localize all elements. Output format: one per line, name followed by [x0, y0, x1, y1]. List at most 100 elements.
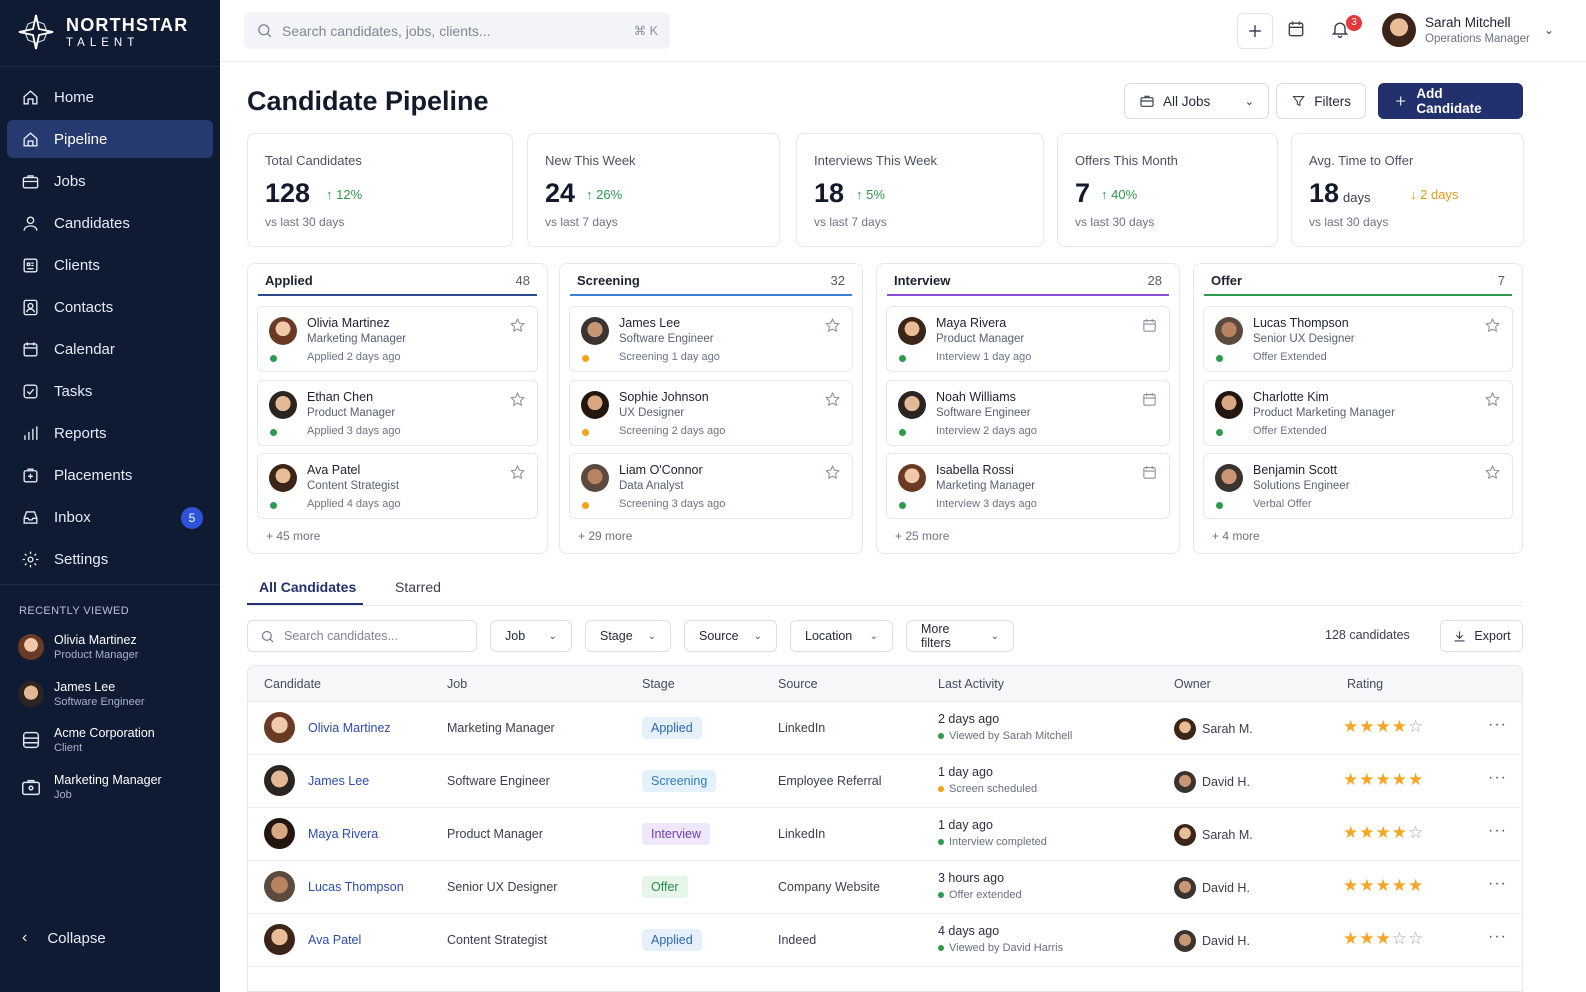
more-options-icon[interactable]: ··· [1488, 822, 1507, 839]
filters-button[interactable]: Filters [1276, 83, 1366, 119]
sidebar-item-contacts[interactable]: Contacts [7, 288, 213, 326]
column-header[interactable]: Candidate [264, 677, 321, 691]
stat-card[interactable]: Offers This Month 7 ↑ 40% vs last 30 days [1057, 133, 1278, 247]
star-filled-icon[interactable]: ★ [1359, 823, 1376, 842]
table-row[interactable]: Olivia Martinez Marketing Manager Applied L… [248, 702, 1522, 755]
column-header[interactable]: Rating [1347, 677, 1384, 691]
candidate-card[interactable]: Isabella Rossi Marketing Manager Interview… [886, 453, 1170, 519]
star-filled-icon[interactable]: ★ [1343, 717, 1360, 736]
candidate-card[interactable]: Olivia Martinez Marketing Manager Applied … [257, 306, 538, 372]
more-options-icon[interactable]: ··· [1488, 716, 1507, 733]
column-header[interactable]: Stage [642, 677, 675, 691]
recent-item-james[interactable]: James Lee Software Engineer [18, 672, 213, 716]
star-button[interactable] [509, 391, 526, 408]
star-button[interactable] [509, 317, 526, 334]
create-button[interactable] [1237, 13, 1273, 49]
star-button[interactable] [824, 317, 841, 334]
star-filled-icon[interactable]: ★ [1408, 876, 1425, 895]
star-filled-icon[interactable]: ★ [1359, 717, 1376, 736]
column-header[interactable]: Job [447, 677, 468, 691]
star-empty-icon[interactable]: ☆ [1408, 717, 1425, 736]
sidebar-item-candidates[interactable]: Candidates [7, 204, 213, 242]
star-filled-icon[interactable]: ★ [1359, 876, 1376, 895]
location-filter-dropdown[interactable]: Location ⌄ [790, 620, 893, 652]
candidate-card[interactable]: Charlotte Kim Product Marketing Manager Of… [1203, 379, 1513, 446]
schedule-button[interactable] [1141, 391, 1158, 408]
recent-item-acme[interactable]: Acme Corporation Client [18, 718, 213, 762]
star-button[interactable] [1484, 391, 1501, 408]
more-options-icon[interactable]: ··· [1488, 769, 1507, 786]
stat-card[interactable]: Total Candidates 128 ↑ 12% vs last 30 days [247, 133, 513, 247]
star-filled-icon[interactable]: ★ [1391, 876, 1408, 895]
sidebar-item-reports[interactable]: Reports [7, 414, 213, 452]
star-filled-icon[interactable]: ★ [1391, 823, 1408, 842]
export-button[interactable]: Export [1440, 620, 1523, 652]
schedule-button[interactable] [1141, 317, 1158, 334]
star-filled-icon[interactable]: ★ [1408, 770, 1425, 789]
candidate-name-link[interactable]: Lucas Thompson [308, 880, 404, 894]
candidate-card[interactable]: Benjamin Scott Solutions Engineer Verbal O… [1203, 453, 1513, 519]
stat-card[interactable]: Interviews This Week 18 ↑ 5% vs last 7 days [796, 133, 1044, 247]
star-filled-icon[interactable]: ★ [1375, 823, 1392, 842]
sidebar-item-pipeline[interactable]: Pipeline [7, 120, 213, 158]
more-filters-dropdown[interactable]: More filters ⌄ [906, 620, 1014, 652]
star-filled-icon[interactable]: ★ [1343, 770, 1360, 789]
star-filled-icon[interactable]: ★ [1391, 770, 1408, 789]
candidate-card[interactable]: Ethan Chen Product Manager Applied 3 days … [257, 379, 538, 446]
candidate-name-link[interactable]: James Lee [308, 774, 370, 788]
star-filled-icon[interactable]: ★ [1375, 770, 1392, 789]
star-empty-icon[interactable]: ☆ [1408, 823, 1425, 842]
star-filled-icon[interactable]: ★ [1343, 929, 1360, 948]
column-header[interactable]: Offer 7 [1204, 264, 1512, 296]
star-filled-icon[interactable]: ★ [1343, 823, 1360, 842]
candidate-card[interactable]: James Lee Software Engineer Screening 1 da… [569, 306, 853, 372]
stat-card[interactable]: New This Week 24 ↑ 26% vs last 7 days [527, 133, 780, 247]
star-button[interactable] [1484, 464, 1501, 481]
calendar-button[interactable] [1286, 19, 1310, 43]
table-row[interactable]: Lucas Thompson Senior UX Designer Offer Com… [248, 861, 1522, 914]
star-filled-icon[interactable]: ★ [1359, 770, 1376, 789]
all-jobs-dropdown[interactable]: All Jobs ⌄ [1124, 83, 1269, 119]
star-filled-icon[interactable]: ★ [1359, 929, 1376, 948]
sidebar-item-tasks[interactable]: Tasks [7, 372, 213, 410]
star-empty-icon[interactable]: ☆ [1391, 929, 1408, 948]
notifications-button[interactable] [1330, 19, 1354, 43]
job-filter-dropdown[interactable]: Job ⌄ [490, 620, 572, 652]
source-filter-dropdown[interactable]: Source ⌄ [684, 620, 777, 652]
candidate-name-link[interactable]: Olivia Martinez [308, 721, 391, 735]
candidate-search-input[interactable]: Search candidates... [247, 620, 477, 652]
schedule-button[interactable] [1141, 464, 1158, 481]
star-filled-icon[interactable]: ★ [1375, 929, 1392, 948]
more-options-icon[interactable]: ··· [1488, 875, 1507, 892]
candidate-card[interactable]: Maya Rivera Product Manager Interview 1 da… [886, 306, 1170, 372]
column-header[interactable]: Applied 48 [258, 264, 537, 296]
star-button[interactable] [1484, 317, 1501, 334]
sidebar-item-settings[interactable]: Settings [7, 540, 213, 578]
candidate-card[interactable]: Noah Williams Software Engineer Interview … [886, 379, 1170, 446]
column-header[interactable]: Screening 32 [570, 264, 852, 296]
table-row[interactable]: James Lee Software Engineer Screening Emplo… [248, 755, 1522, 808]
collapse-button[interactable]: ‹ Collapse [22, 929, 106, 947]
candidate-card[interactable]: Ava Patel Content Strategist Applied 4 day… [257, 453, 538, 519]
table-row[interactable]: Maya Rivera Product Manager Interview Linke… [248, 808, 1522, 861]
star-filled-icon[interactable]: ★ [1391, 717, 1408, 736]
global-search-input[interactable]: Search candidates, jobs, clients... ⌘ K [244, 12, 670, 49]
star-button[interactable] [824, 464, 841, 481]
star-button[interactable] [824, 391, 841, 408]
candidate-name-link[interactable]: Maya Rivera [308, 827, 379, 841]
sidebar-item-calendar[interactable]: Calendar [7, 330, 213, 368]
tab-starred[interactable]: Starred [395, 579, 441, 595]
add-candidate-button[interactable]: Add Candidate [1378, 83, 1523, 119]
candidate-card[interactable]: Sophie Johnson UX Designer Screening 2 day… [569, 379, 853, 446]
column-header[interactable]: Source [778, 677, 818, 691]
table-row[interactable]: Ava Patel Content Strategist Applied Indeed… [248, 914, 1522, 967]
star-filled-icon[interactable]: ★ [1375, 717, 1392, 736]
recent-item-olivia[interactable]: Olivia Martinez Product Manager [18, 625, 213, 669]
sidebar-item-placements[interactable]: Placements [7, 456, 213, 494]
stage-filter-dropdown[interactable]: Stage ⌄ [585, 620, 671, 652]
sidebar-item-inbox[interactable]: Inbox 5 [7, 498, 213, 536]
show-more-link[interactable]: + 29 more [578, 529, 633, 543]
show-more-link[interactable]: + 4 more [1212, 529, 1260, 543]
column-header[interactable]: Interview 28 [887, 264, 1169, 296]
column-header[interactable]: Last Activity [938, 677, 1004, 691]
